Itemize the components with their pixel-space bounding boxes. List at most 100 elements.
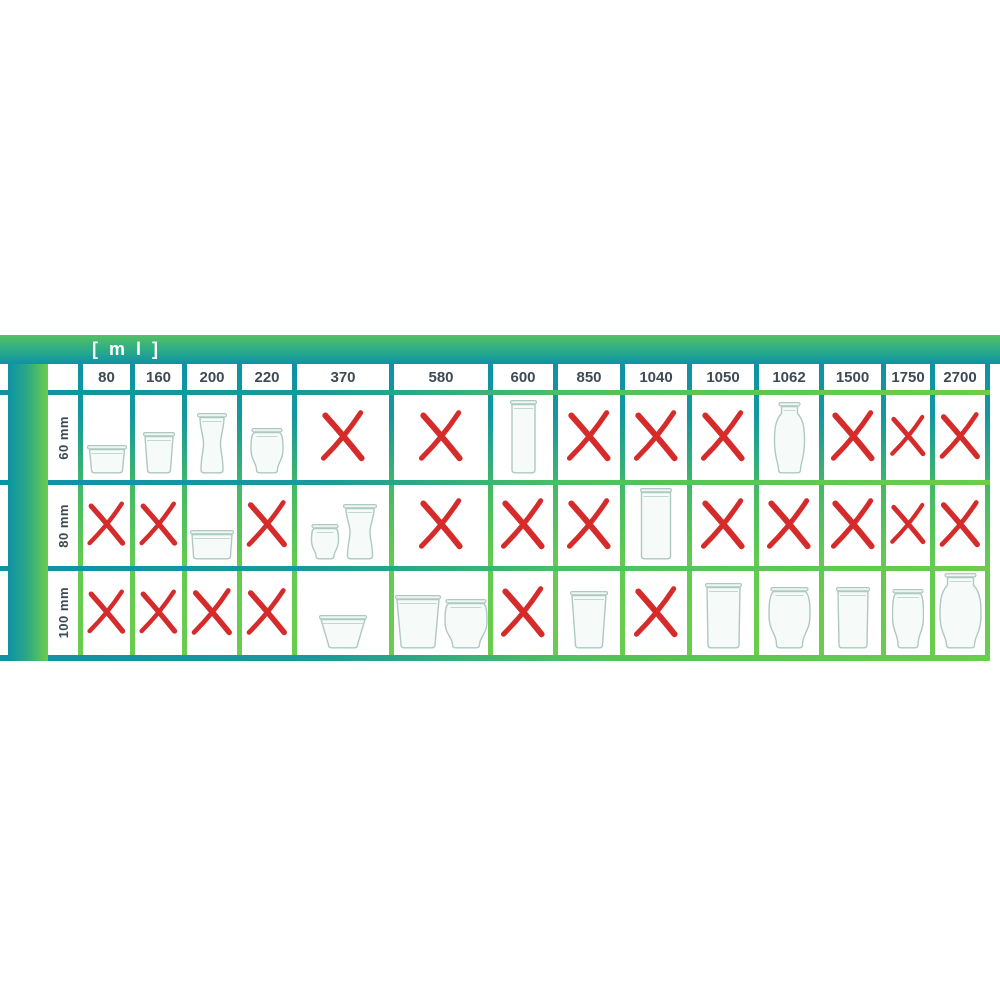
red-x-mark-icon [827,407,879,468]
cell-100mm-220ml [242,571,292,655]
red-x-mark-icon [317,407,369,468]
col-header-370ml: 370 [297,364,389,390]
col-header-80ml: 80 [83,364,130,390]
cell-100mm-370ml [297,571,389,655]
juice-bottle-jar-icon [773,402,806,474]
grid-vline [182,364,187,661]
cell-100mm-1040ml [625,571,687,655]
flared-bowl-jar-icon [319,615,367,649]
cell-100mm-850ml [558,571,620,655]
cell-60mm-1750ml [886,395,930,480]
col-header-1050ml: 1050 [692,364,754,390]
cell-100mm-1750ml [886,571,930,655]
red-x-mark-icon [887,495,929,556]
grid-hline [0,480,990,485]
red-x-mark-icon [497,495,549,556]
red-x-mark-icon [243,495,291,556]
medium-deli-jar-icon [342,504,377,560]
col-header-160ml: 160 [135,364,182,390]
grid-vline [881,364,886,661]
grid-vline [985,364,990,661]
col-header-220ml: 220 [242,364,292,390]
grid-vline [292,364,297,661]
cell-100mm-580ml [394,571,488,655]
red-x-mark-icon [887,407,929,468]
slim-tulip-jar-icon [892,589,924,649]
grid-vline [930,364,935,661]
grid-vline [237,364,242,661]
grid-vline [78,364,83,661]
row-label-cell: 100 mm [48,571,78,655]
cell-100mm-600ml [493,571,553,655]
red-x-mark-icon [827,495,879,556]
cell-100mm-1500ml [824,571,881,655]
medium-cylinder-jar-icon [835,587,870,649]
row-label-80-mm: 80 mm [55,503,71,548]
tall-mold-jar-icon [570,591,608,649]
cell-80mm-1050ml [692,485,754,566]
cell-100mm-2700ml [935,571,985,655]
cell-80mm-370ml [297,485,389,566]
cell-60mm-80ml [83,395,130,480]
red-x-mark-icon [630,583,682,644]
red-x-mark-icon [415,495,467,556]
large-tulip-jar-icon [767,587,811,649]
grid-vline [754,364,759,661]
col-header-1040ml: 1040 [625,364,687,390]
cell-80mm-1500ml [824,485,881,566]
cell-100mm-80ml [83,571,130,655]
cell-80mm-580ml [394,485,488,566]
cell-100mm-1050ml [692,571,754,655]
row-label-cell: 80 mm [48,485,78,566]
col-header-2700ml: 2700 [935,364,985,390]
red-x-mark-icon [563,407,615,468]
red-x-mark-icon [697,495,749,556]
cell-80mm-600ml [493,485,553,566]
red-x-mark-icon [630,407,682,468]
red-x-mark-icon [415,407,467,468]
cell-60mm-580ml [394,395,488,480]
red-x-mark-icon [188,583,236,644]
small-mold-jar-icon [142,432,175,474]
cell-80mm-200ml [187,485,237,566]
cell-80mm-160ml [135,485,182,566]
tall-cylinder-jar-icon [640,488,672,560]
cell-100mm-1062ml [759,571,819,655]
red-x-mark-icon [936,407,984,468]
cell-60mm-2700ml [935,395,985,480]
grid-vline [389,364,394,661]
grid-hline [0,390,990,395]
cell-100mm-160ml [135,571,182,655]
cell-60mm-200ml [187,395,237,480]
side-gradient-bar [8,364,48,661]
cell-80mm-1062ml [759,485,819,566]
large-bottle-jar-icon [938,573,982,649]
wide-flat-jar-icon [190,530,234,560]
compatibility-matrix: 80 160 200 220 370 580 600 850 1040 1050 1062 1500 1… [0,364,990,661]
col-header-200ml: 200 [187,364,237,390]
cell-80mm-1040ml [625,485,687,566]
col-header-1500ml: 1500 [824,364,881,390]
red-x-mark-icon [243,583,291,644]
cell-60mm-600ml [493,395,553,480]
grid-vline [819,364,824,661]
cell-60mm-1040ml [625,395,687,480]
row-label-100-mm: 100 mm [55,587,71,639]
slim-cylinder-jar-icon [509,400,537,474]
red-x-mark-icon [84,495,129,556]
mini-tulip-jar-icon [310,524,340,560]
cell-60mm-1062ml [759,395,819,480]
ml-unit-label: [ m l ] [92,339,161,359]
cell-60mm-850ml [558,395,620,480]
red-x-mark-icon [697,407,749,468]
red-x-mark-icon [763,495,815,556]
grid-vline [620,364,625,661]
row-label-60-mm: 60 mm [55,415,71,460]
grid-vline [687,364,692,661]
grid-vline [130,364,135,661]
cell-60mm-220ml [242,395,292,480]
cell-80mm-850ml [558,485,620,566]
col-header-600ml: 600 [493,364,553,390]
deli-jar-icon [197,413,227,474]
